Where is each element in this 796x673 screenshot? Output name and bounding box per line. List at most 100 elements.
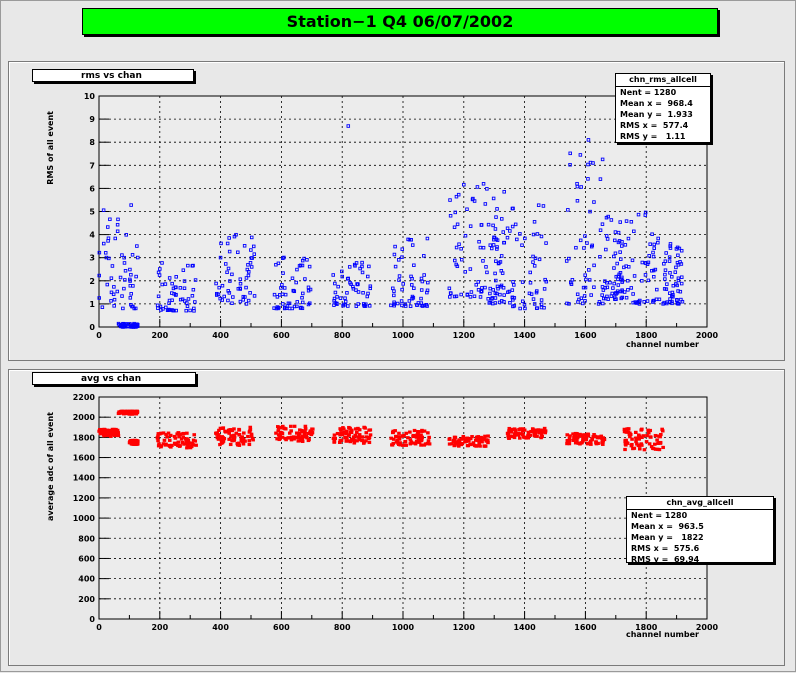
avg-point (408, 430, 412, 434)
rms-point (333, 290, 338, 295)
rms-point (130, 304, 134, 309)
rms-point (662, 262, 666, 266)
rms-point (236, 250, 240, 255)
avg-point (404, 431, 408, 435)
avg-x-tick-label: 1400 (513, 623, 536, 632)
rms-point (113, 236, 118, 241)
avg-point (505, 431, 510, 435)
rms-point (252, 252, 257, 256)
avg-point (297, 436, 302, 440)
rms-x-tick-label: 800 (334, 331, 351, 340)
rms-point (600, 157, 605, 162)
rms-x-tick-label: 200 (151, 331, 168, 340)
rms-point (448, 198, 452, 202)
rms-point (290, 276, 295, 281)
avg-point (567, 439, 572, 443)
rms-point (340, 269, 344, 274)
rms-point (665, 282, 669, 286)
rms-point (282, 255, 286, 260)
rms-x-tick-label: 1200 (453, 331, 476, 340)
rms-point (601, 301, 605, 306)
rms-point (112, 304, 116, 308)
avg-y-tick-label: 400 (78, 575, 95, 584)
rms-point (186, 263, 190, 268)
rms-point (662, 300, 666, 305)
avg-point (280, 431, 285, 436)
avg-point (591, 435, 596, 439)
avg-point (218, 443, 222, 447)
avg-point (624, 430, 629, 434)
rms-point (468, 267, 473, 271)
rms-point (651, 268, 656, 273)
rms-point (392, 289, 396, 293)
avg-point (181, 435, 185, 439)
avg-point (646, 428, 650, 432)
rms-point (250, 256, 254, 260)
avg-point (176, 443, 180, 448)
rms-point (279, 286, 283, 290)
avg-point (645, 434, 649, 438)
rms-point (420, 279, 425, 284)
rms-point (679, 248, 684, 253)
rms-point (400, 247, 405, 251)
avg-point (542, 426, 547, 431)
rms-point (454, 194, 459, 199)
rms-point (652, 242, 656, 247)
rms-point (134, 274, 138, 279)
rms-point (582, 294, 587, 298)
avg-point (173, 436, 178, 440)
rms-point (606, 297, 610, 301)
rms-point (118, 275, 123, 280)
avg-point (280, 435, 285, 439)
rms-point (588, 209, 592, 214)
rms-point (618, 250, 622, 254)
rms-point (287, 301, 292, 306)
rms-point (499, 254, 504, 258)
rms-point (624, 264, 628, 268)
rms-point (620, 244, 624, 248)
avg-point (482, 444, 487, 448)
avg-point (168, 444, 172, 448)
rms-point (128, 279, 132, 283)
rms-y-tick-label: 7 (89, 161, 95, 170)
avg-point (104, 429, 109, 433)
avg-y-tick-label: 2000 (73, 413, 96, 422)
rms-point (122, 261, 127, 265)
rms-point (493, 301, 498, 305)
avg-point (301, 435, 305, 439)
rms-point (474, 283, 478, 287)
rms-point (155, 303, 160, 308)
avg-point (106, 433, 110, 438)
avg-point (590, 438, 594, 442)
avg-y-tick-label: 1200 (73, 494, 96, 503)
avg-point (471, 442, 476, 446)
avg-y-tick-label: 1600 (73, 454, 96, 463)
avg-point (649, 445, 654, 449)
avg-point (108, 431, 112, 435)
rms-point (308, 287, 313, 292)
avg-x-tick-label: 200 (151, 623, 168, 632)
avg-point (355, 430, 359, 434)
rms-point (248, 261, 253, 265)
rms-point (624, 295, 629, 300)
rms-point (478, 295, 483, 299)
rms-point (285, 304, 290, 308)
rms-point (605, 237, 610, 241)
rms-point (620, 275, 624, 280)
avg-point (464, 439, 469, 443)
rms-point (307, 264, 312, 269)
rms-point (190, 294, 195, 298)
rms-point (590, 243, 594, 248)
rms-point (111, 292, 116, 297)
rms-point (592, 200, 596, 204)
rms-point (121, 306, 125, 311)
rms-stats-row: RMS x = 577.4 (620, 121, 689, 130)
avg-point (215, 436, 220, 440)
avg-point (467, 439, 471, 443)
rms-point (333, 281, 337, 286)
avg-point (248, 428, 253, 432)
rms-point (568, 163, 572, 167)
rms-point (291, 288, 296, 293)
rms-point (419, 296, 423, 301)
